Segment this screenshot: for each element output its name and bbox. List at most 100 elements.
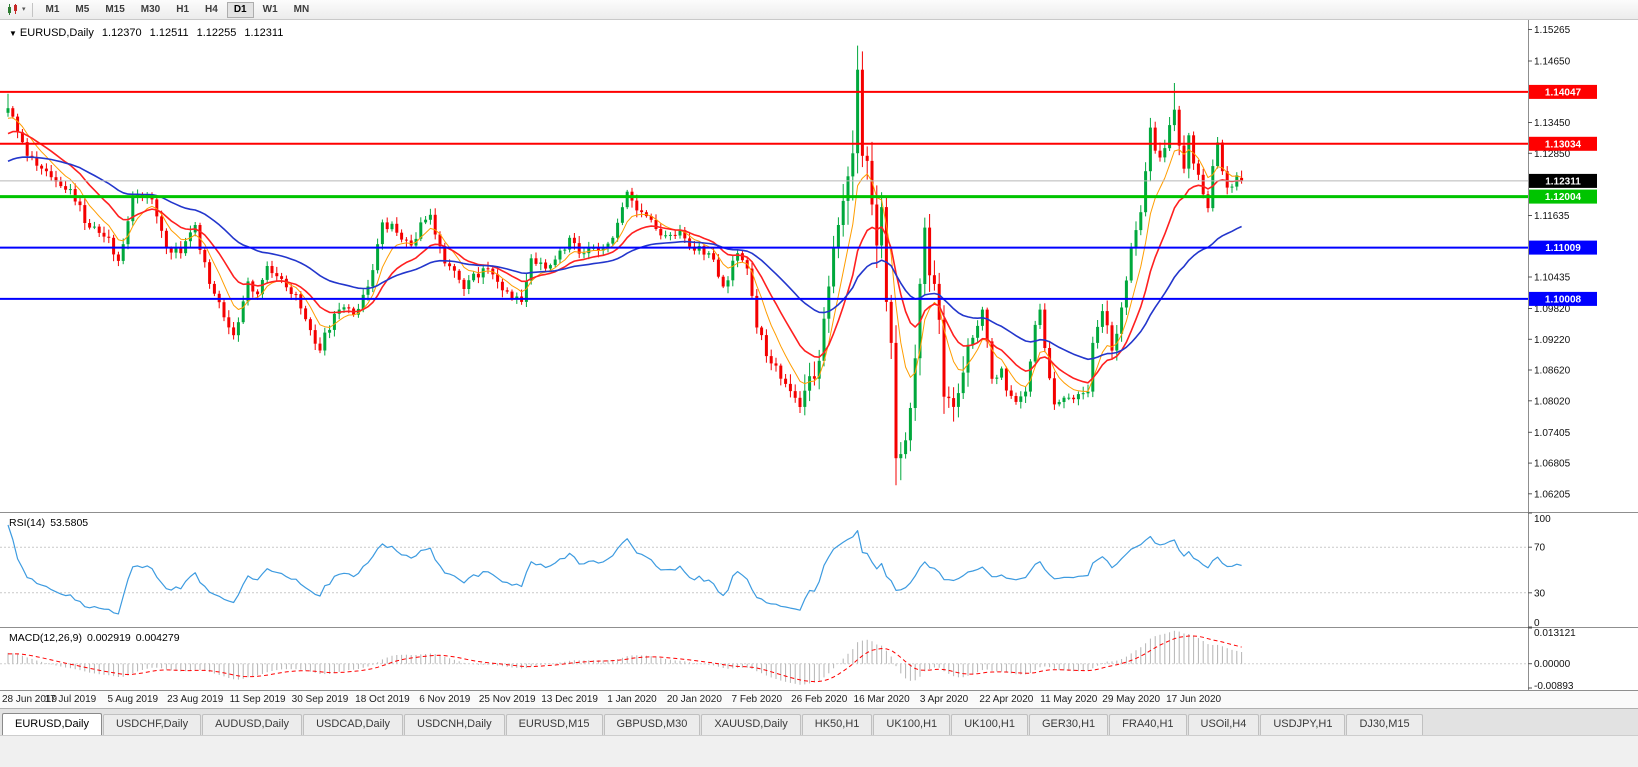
time-axis-label: 25 Nov 2019 xyxy=(478,694,536,705)
rsi-name: RSI(14) xyxy=(9,517,46,529)
time-axis[interactable]: 28 Jun 2019 17 Jul 2019 5 Aug 2019 23 Aug 2… xyxy=(0,690,1638,708)
macd-tick-label: 0.013121 xyxy=(1534,628,1576,639)
status-bar xyxy=(0,735,1638,767)
chart-tab-usoil-h4[interactable]: USOil,H4 xyxy=(1187,714,1260,735)
timeframe-toolbar: ▾ M1 M5 M15 M30 H1 H4 D1 W1 MN xyxy=(0,0,1638,20)
quote-open: 1.12370 xyxy=(101,27,142,39)
macd-signal-value: 0.004279 xyxy=(135,632,180,644)
price-badge-1.12004: 1.12004 xyxy=(1545,192,1582,203)
ema-42-line xyxy=(7,156,1242,361)
chart-tab-hk50-h1[interactable]: HK50,H1 xyxy=(801,714,873,735)
candlestick-chart-icon xyxy=(8,4,17,15)
price-tick-label: 1.09820 xyxy=(1534,304,1571,315)
price-tick-label: 1.10435 xyxy=(1534,273,1571,284)
time-axis-label: 20 Jan 2020 xyxy=(666,694,722,705)
price-tick-label: 1.07405 xyxy=(1534,428,1571,439)
timeframe-button-m30[interactable]: M30 xyxy=(134,2,167,18)
chart-tab-usdjpy-h1[interactable]: USDJPY,H1 xyxy=(1260,714,1346,735)
toolbar-separator xyxy=(31,2,33,17)
time-axis-label: 11 Sep 2019 xyxy=(229,694,286,705)
macd-value: 0.002919 xyxy=(86,632,131,644)
timeframe-button-d1[interactable]: D1 xyxy=(226,1,254,18)
chart-window: 1.15265 1.14650 1.13450 1.12850 1.11635 1.104… xyxy=(0,20,1638,690)
chart-tab-bar: EURUSD,Daily USDCHF,Daily AUDUSD,Daily USDC… xyxy=(0,708,1638,735)
ema-16-line xyxy=(7,130,1242,384)
time-axis-label: 3 Apr 2020 xyxy=(919,694,969,705)
time-axis-label: 6 Nov 2019 xyxy=(419,694,471,705)
price-tick-label: 1.14650 xyxy=(1534,57,1571,68)
price-tick-label: 1.06205 xyxy=(1534,489,1571,500)
time-axis-label: 23 Aug 2019 xyxy=(167,694,224,705)
timeframe-button-m5[interactable]: M5 xyxy=(68,2,96,18)
timeframe-button-w1[interactable]: W1 xyxy=(256,2,285,18)
macd-tick-label: -0.00893 xyxy=(1534,681,1574,690)
price-axis[interactable]: 1.15265 1.14650 1.13450 1.12850 1.11635 1.104… xyxy=(1528,20,1576,690)
price-tick-label: 1.09220 xyxy=(1534,335,1571,346)
chart-title: ▼ EURUSD,Daily 1.12370 1.12511 1.12255 1.… xyxy=(9,27,283,39)
price-tick-label: 1.08020 xyxy=(1534,396,1571,407)
time-axis-label: 16 Mar 2020 xyxy=(853,694,910,705)
timeframe-button-mn[interactable]: MN xyxy=(287,2,317,18)
chart-tab-gbpusd-m30[interactable]: GBPUSD,M30 xyxy=(603,714,701,735)
time-axis-label: 11 May 2020 xyxy=(1040,694,1098,705)
price-badge-1.12311: 1.12311 xyxy=(1545,176,1581,187)
time-axis-label: 26 Feb 2020 xyxy=(791,694,848,705)
quote-high: 1.12511 xyxy=(149,27,189,39)
chart-type-button[interactable]: ▾ xyxy=(3,2,29,17)
time-axis-label: 1 Jan 2020 xyxy=(607,694,657,705)
time-axis-label: 30 Sep 2019 xyxy=(291,694,349,705)
chart-tab-uk100-h1[interactable]: UK100,H1 xyxy=(873,714,951,735)
rsi-tick-label: 30 xyxy=(1534,588,1546,599)
rsi-tick-label: 70 xyxy=(1534,543,1546,554)
timeframe-buttons: M1 M5 M15 M30 H1 H4 D1 W1 MN xyxy=(38,1,318,18)
chart-symbol-timeframe: EURUSD,Daily xyxy=(19,27,94,39)
price-badge-1.10008: 1.10008 xyxy=(1545,294,1582,305)
chart-tab-eurusd-daily[interactable]: EURUSD,Daily xyxy=(2,713,102,735)
timeframe-button-m1[interactable]: M1 xyxy=(39,2,67,18)
chart-tab-fra40-h1[interactable]: FRA40,H1 xyxy=(1109,714,1187,735)
chart-tab-usdcnh-daily[interactable]: USDCNH,Daily xyxy=(404,714,505,735)
timeframe-button-m15[interactable]: M15 xyxy=(98,2,131,18)
time-axis-label: 13 Dec 2019 xyxy=(541,694,598,705)
price-badges: 1.14047 1.13034 1.12311 1.12004 1.11009 1.100… xyxy=(1529,84,1597,306)
price-tick-label: 1.08620 xyxy=(1534,366,1571,377)
price-badge-1.14047: 1.14047 xyxy=(1545,87,1582,98)
quote-close: 1.12311 xyxy=(244,27,284,39)
rsi-value: 53.5805 xyxy=(50,517,89,529)
price-tick-label: 1.06805 xyxy=(1534,459,1571,470)
time-axis-label: 29 May 2020 xyxy=(1102,694,1161,705)
chevron-down-icon: ▾ xyxy=(22,6,26,13)
time-axis-label: 18 Oct 2019 xyxy=(355,694,410,705)
chart-tab-ger30-h1[interactable]: GER30,H1 xyxy=(1028,714,1109,735)
price-tick-label: 1.11635 xyxy=(1534,211,1570,222)
chart-tab-xauusd-daily[interactable]: XAUUSD,Daily xyxy=(701,714,801,735)
price-tick-label: 1.15265 xyxy=(1534,25,1571,36)
price-chart-canvas[interactable]: 1.15265 1.14650 1.13450 1.12850 1.11635 1.104… xyxy=(0,20,1638,690)
time-axis-label: 17 Jul 2019 xyxy=(44,694,97,705)
chart-tab-usdchf-daily[interactable]: USDCHF,Daily xyxy=(102,714,202,735)
macd-name: MACD(12,26,9) xyxy=(9,632,82,644)
quote-low: 1.12255 xyxy=(196,27,237,39)
rsi-tick-label: 100 xyxy=(1534,514,1551,525)
timeframe-button-h1[interactable]: H1 xyxy=(169,2,196,18)
time-axis-label: 28 Jun 2019 xyxy=(2,694,58,705)
horizontal-level-lines[interactable] xyxy=(0,90,1528,300)
chart-tab-audusd-daily[interactable]: AUDUSD,Daily xyxy=(202,714,303,735)
price-tick-label: 1.12850 xyxy=(1534,149,1571,160)
chart-tab-eurusd-m15[interactable]: EURUSD,M15 xyxy=(505,714,603,735)
moving-average-lines xyxy=(7,117,1242,392)
macd-panel xyxy=(0,630,1528,685)
chart-tab-usdcad-daily[interactable]: USDCAD,Daily xyxy=(303,714,404,735)
candles-series xyxy=(6,45,1244,486)
macd-indicator-label: MACD(12,26,9) 0.002919 0.004279 xyxy=(9,632,180,644)
time-axis-label: 22 Apr 2020 xyxy=(979,694,1034,705)
chart-tab-dj30-m15[interactable]: DJ30,M15 xyxy=(1346,714,1423,735)
chart-tab-uk100-h1[interactable]: UK100,H1 xyxy=(951,714,1028,735)
timeframe-button-h4[interactable]: H4 xyxy=(198,2,225,18)
rsi-panel xyxy=(0,524,1528,615)
rsi-line xyxy=(7,524,1242,615)
time-axis-label: 17 Jun 2020 xyxy=(1166,694,1222,705)
time-axis-label: 7 Feb 2020 xyxy=(731,694,783,705)
price-badge-1.13034: 1.13034 xyxy=(1545,139,1582,150)
chart-dropdown-icon[interactable]: ▼ xyxy=(9,29,17,38)
